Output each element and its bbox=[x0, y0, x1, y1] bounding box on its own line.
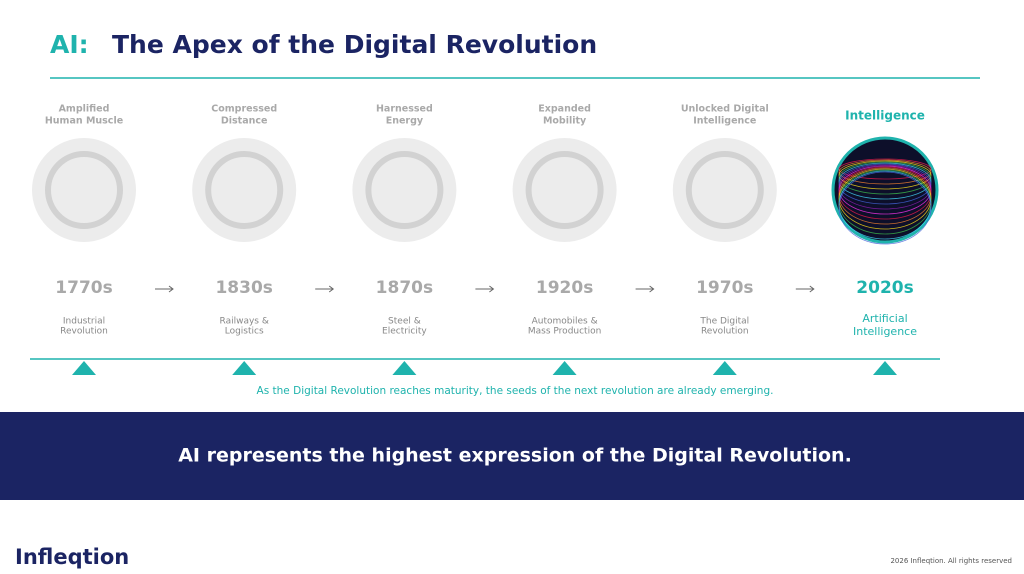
step-label: Revolution bbox=[701, 327, 749, 337]
step-label: Intelligence bbox=[853, 325, 917, 338]
image-detail bbox=[838, 171, 932, 245]
step-label: Electricity bbox=[382, 327, 427, 337]
step-image bbox=[831, 136, 939, 244]
step-heading: Intelligence bbox=[693, 116, 756, 127]
arrow-head bbox=[649, 285, 655, 293]
image-detail bbox=[685, 151, 764, 229]
step-label: Industrial bbox=[63, 317, 105, 327]
arrow-head bbox=[328, 285, 335, 293]
image-detail bbox=[365, 151, 444, 229]
step-label: Logistics bbox=[225, 327, 264, 337]
step-heading: Amplified bbox=[59, 104, 110, 115]
arrow-head bbox=[809, 285, 815, 293]
step-year: 1770s bbox=[55, 278, 112, 298]
timeline-marker bbox=[712, 361, 737, 375]
timeline-marker bbox=[552, 361, 577, 375]
arrow-head bbox=[168, 285, 174, 293]
timeline-marker bbox=[392, 361, 417, 375]
step-year: 1970s bbox=[696, 278, 753, 298]
step-label: Steel & bbox=[388, 317, 421, 327]
image-detail bbox=[205, 151, 284, 229]
title-prefix: AI: bbox=[50, 30, 89, 59]
step-heading: Expanded bbox=[538, 104, 591, 115]
timeline-marker bbox=[232, 361, 257, 375]
step-label: Automobiles & bbox=[532, 317, 598, 327]
timeline-marker bbox=[873, 361, 897, 375]
step-heading: Human Muscle bbox=[45, 116, 123, 127]
image-detail bbox=[838, 162, 932, 200]
banner bbox=[0, 412, 1024, 500]
step-heading: Energy bbox=[386, 116, 424, 127]
image-detail bbox=[838, 158, 932, 180]
image-detail bbox=[838, 160, 932, 190]
image-detail bbox=[838, 161, 932, 195]
step-heading: Mobility bbox=[543, 116, 587, 127]
banner-text: AI represents the highest expression of … bbox=[178, 445, 852, 467]
title: The Apex of the Digital Revolution bbox=[112, 30, 597, 59]
step-label: The Digital bbox=[699, 317, 749, 327]
step-label: Artificial bbox=[862, 312, 907, 325]
step-label: Mass Production bbox=[528, 327, 601, 337]
image-detail bbox=[525, 151, 604, 229]
step-year: 1830s bbox=[215, 278, 272, 298]
step-heading: Compressed bbox=[211, 104, 277, 115]
timeline-marker bbox=[72, 361, 96, 375]
caption: As the Digital Revolution reaches maturi… bbox=[257, 385, 774, 397]
arrow-head bbox=[489, 285, 495, 293]
logo: Infleqtion bbox=[15, 545, 129, 569]
step-heading: Unlocked Digital bbox=[681, 104, 769, 115]
step-heading: Intelligence bbox=[845, 109, 925, 123]
step-year: 1870s bbox=[376, 278, 433, 298]
step-year: 2020s bbox=[856, 278, 913, 298]
step-year: 1920s bbox=[536, 278, 593, 298]
image-detail bbox=[45, 151, 123, 229]
copyright: 2026 Infleqtion. All rights reserved bbox=[890, 557, 1012, 565]
step-label: Railways & bbox=[220, 317, 269, 327]
step-label: Revolution bbox=[60, 327, 108, 337]
step-heading: Distance bbox=[221, 116, 268, 127]
step-heading: Harnessed bbox=[376, 104, 433, 115]
image-detail bbox=[838, 159, 932, 185]
